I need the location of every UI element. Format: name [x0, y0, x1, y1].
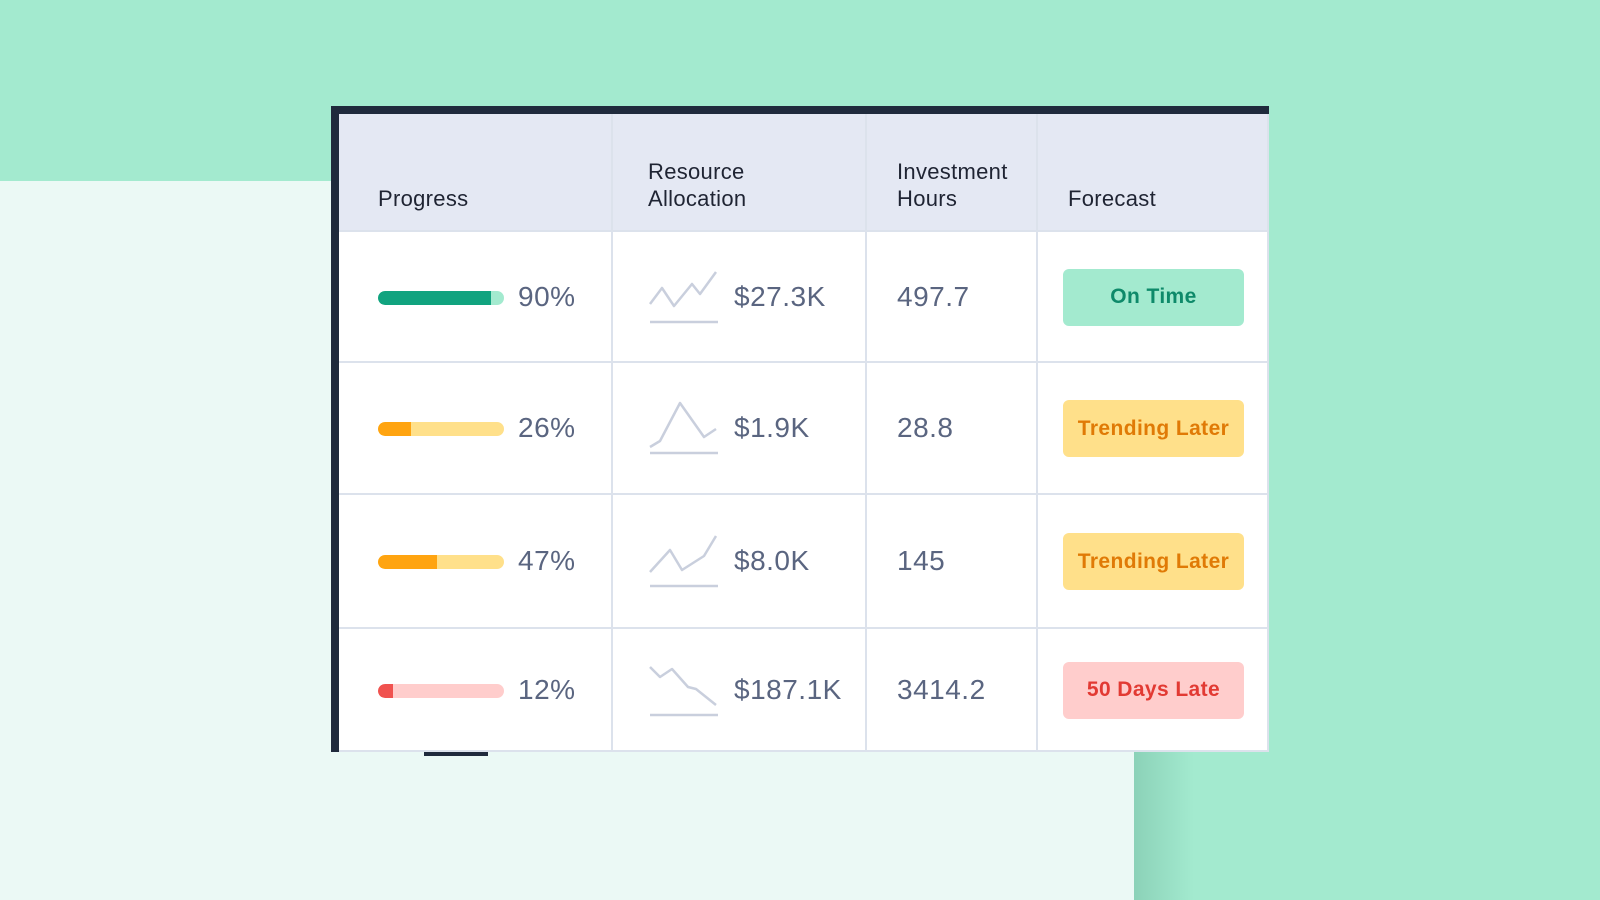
progress-bar	[378, 683, 504, 698]
header-progress: Progress	[339, 114, 613, 232]
progress-bar	[378, 290, 504, 305]
sparkline-rising-icon	[649, 535, 718, 588]
progress-bar	[378, 422, 504, 436]
investment-hours-value: 497.7	[897, 280, 970, 312]
table-cell: 145	[867, 495, 1038, 629]
forecast-status-badge: Trending Later	[1063, 533, 1244, 590]
sparkline-up-icon	[649, 270, 718, 323]
table-cell: 497.7	[867, 232, 1038, 363]
project-table-card: Progress Resource Allocation Investment …	[331, 106, 1269, 752]
background-panel-bottom	[0, 752, 1134, 900]
forecast-status-badge: 50 Days Late	[1063, 661, 1244, 719]
table-cell: On Time	[1038, 232, 1269, 363]
sparkline-down-icon	[649, 665, 718, 716]
header-resource-allocation-label: Resource Allocation	[648, 159, 747, 211]
resource-allocation-value: $27.3K	[734, 280, 826, 312]
header-investment-hours: Investment Hours	[867, 114, 1038, 232]
forecast-status-badge: Trending Later	[1063, 400, 1244, 457]
investment-hours-value: 145	[897, 545, 946, 576]
table-cell: 50 Days Late	[1038, 629, 1269, 752]
table-cell: 3414.2	[867, 629, 1038, 752]
header-investment-hours-label: Investment Hours	[897, 159, 1008, 211]
progress-value: 90%	[518, 280, 576, 312]
investment-hours-value: 28.8	[897, 412, 954, 443]
progress-value: 12%	[518, 673, 576, 705]
header-forecast: Forecast	[1038, 114, 1269, 232]
progress-bar-fill	[378, 683, 394, 698]
table-cell: 28.8	[867, 363, 1038, 495]
table-cell: $8.0K	[613, 495, 867, 629]
progress-bar	[378, 555, 504, 569]
progress-bar-fill	[378, 290, 492, 305]
investment-hours-value: 3414.2	[897, 673, 986, 705]
table-row: 26%	[339, 363, 613, 495]
table-cell: $1.9K	[613, 363, 867, 495]
table-row: 90%	[339, 232, 613, 363]
table-cell: Trending Later	[1038, 363, 1269, 495]
progress-value: 47%	[518, 545, 576, 576]
resource-allocation-value: $1.9K	[734, 412, 810, 443]
resource-allocation-value: $187.1K	[734, 673, 842, 705]
header-resource-allocation: Resource Allocation	[613, 114, 867, 232]
background-shadow	[1134, 752, 1194, 900]
header-forecast-label: Forecast	[1068, 186, 1156, 211]
table-cell: $27.3K	[613, 232, 867, 363]
sparkline-peak-icon	[649, 401, 718, 455]
project-table: Progress Resource Allocation Investment …	[339, 114, 1269, 752]
progress-bar-fill	[378, 422, 411, 436]
resource-allocation-value: $8.0K	[734, 545, 810, 576]
table-cell: Trending Later	[1038, 495, 1269, 629]
progress-value: 26%	[518, 412, 576, 443]
progress-bar-fill	[378, 555, 438, 569]
table-row: 12%	[339, 629, 613, 752]
table-cell: $187.1K	[613, 629, 867, 752]
header-progress-label: Progress	[378, 186, 469, 211]
table-row: 47%	[339, 495, 613, 629]
scroll-indicator	[424, 752, 488, 756]
forecast-status-badge: On Time	[1063, 268, 1244, 326]
